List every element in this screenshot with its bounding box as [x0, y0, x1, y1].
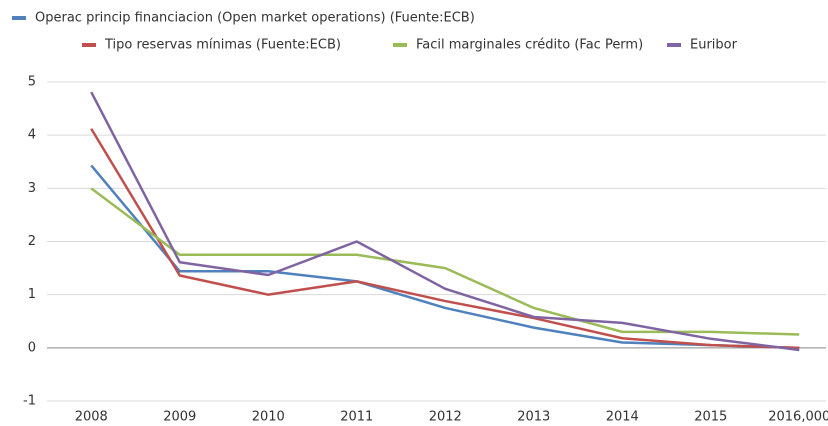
y-tick-label: 2: [28, 234, 36, 249]
x-tick-label: 2013: [517, 410, 550, 425]
legend-label: Tipo reservas mínimas (Fuente:ECB): [104, 38, 341, 53]
x-tick-label: 2014: [606, 410, 639, 425]
legend-swatch: [393, 43, 407, 47]
series-line: [90, 164, 800, 350]
legend-swatch: [667, 43, 681, 47]
x-tick-label: 2008: [75, 410, 108, 425]
legend-label: Facil marginales crédito (Fac Perm): [416, 38, 643, 53]
x-tick-label: 2016,000: [768, 410, 828, 425]
legend-label: Euribor: [690, 38, 738, 53]
series-line: [90, 128, 800, 350]
y-tick-label: 5: [28, 75, 36, 90]
series-line: [90, 91, 800, 352]
legend-swatch: [12, 16, 26, 20]
legend-label: Operac princip financiacion (Open market…: [35, 11, 475, 26]
y-tick-label: 3: [28, 181, 36, 196]
x-tick-label: 2010: [252, 410, 285, 425]
x-tick-label: 2012: [429, 410, 462, 425]
x-tick-label: 2015: [694, 410, 727, 425]
series-line: [90, 187, 800, 336]
y-tick-label: 4: [28, 128, 36, 143]
y-tick-label: -1: [23, 394, 36, 409]
x-tick-label: 2011: [340, 410, 373, 425]
legend-swatch: [82, 43, 96, 47]
y-tick-label: 0: [28, 340, 36, 355]
x-tick-label: 2009: [163, 410, 196, 425]
y-tick-label: 1: [28, 287, 36, 302]
